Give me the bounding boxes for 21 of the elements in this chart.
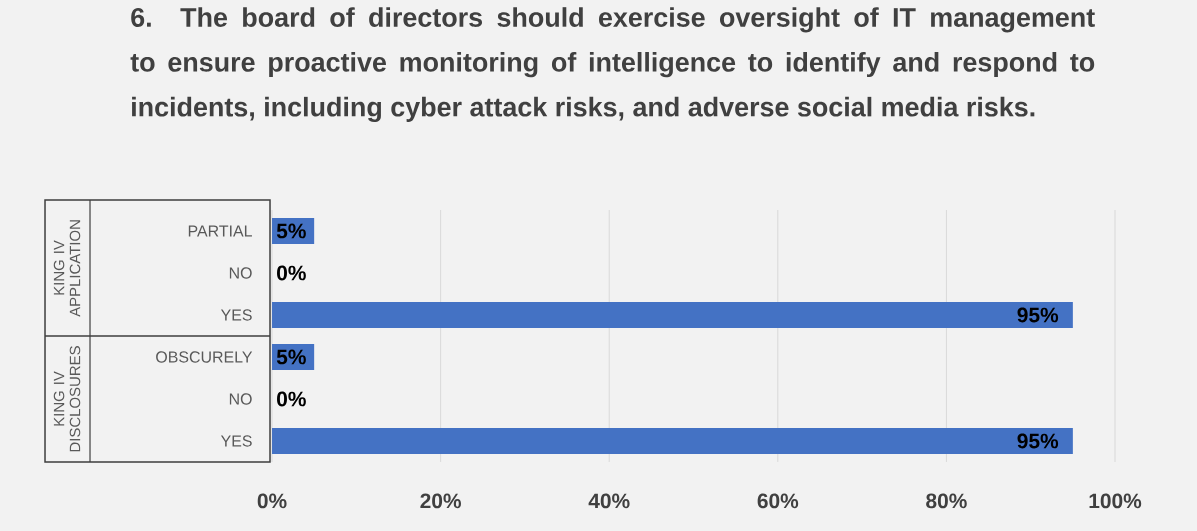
x-tick-label: 20%: [420, 493, 461, 509]
x-tick-label: 40%: [588, 493, 630, 509]
text: KING IV DISCLOSURES: [53, 346, 81, 452]
data-label: 95%: [1017, 307, 1059, 323]
y-tick-label: YES: [220, 309, 252, 321]
x-tick-label: 100%: [1089, 493, 1142, 509]
x-tick-label: 0%: [257, 493, 287, 509]
y-tick-label: PARTIAL: [188, 225, 252, 237]
y-tick-label: YES: [220, 435, 252, 447]
text: KING IV APPLICATION: [53, 220, 81, 317]
y-tick-label: OBSCURELY: [156, 351, 253, 363]
x-tick-label: 80%: [926, 493, 967, 509]
data-label: 0%: [277, 391, 306, 407]
data-label: 95%: [1017, 433, 1059, 449]
x-tick-label: 60%: [757, 493, 799, 509]
data-label: 5%: [276, 349, 306, 365]
y-tick-label: NO: [229, 393, 252, 405]
chart-title: 6. The board of directors should exercise oversight of IT management to ensure proactive monitoring of intelligence to identify and respond to incidents, including cyber attack risks, and adverse social media risks.: [130, 7, 1095, 123]
data-label: 5%: [276, 223, 306, 239]
data-label: 0%: [277, 265, 306, 281]
y-tick-label: NO: [229, 267, 252, 279]
